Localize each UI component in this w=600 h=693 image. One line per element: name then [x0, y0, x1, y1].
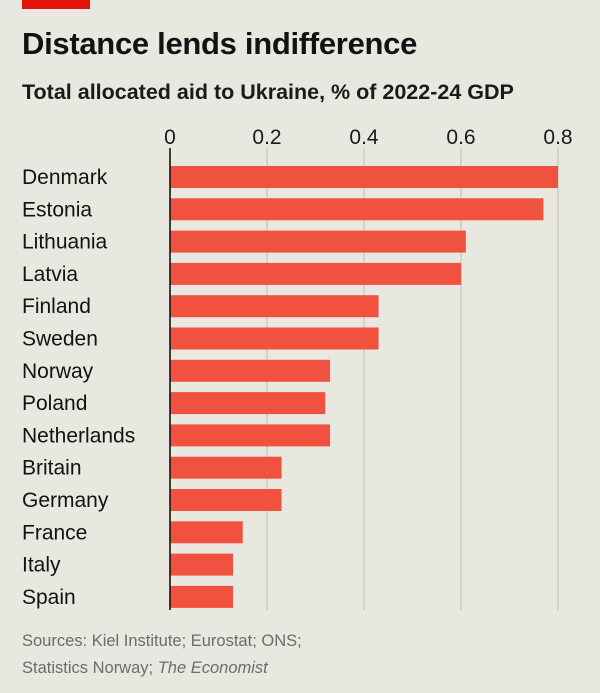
bar-denmark: [170, 166, 558, 188]
x-tick-label: 0.6: [446, 126, 475, 149]
x-tick-label: 0.8: [543, 126, 572, 149]
bar-britain: [170, 456, 282, 479]
bar-france: [170, 521, 243, 544]
chart-subtitle: Total allocated aid to Ukraine, % of 202…: [22, 80, 514, 104]
category-label-sweden: Sweden: [22, 328, 98, 351]
chart-footer: Sources: Kiel Institute; Eurostat; ONS; …: [22, 628, 302, 682]
bar-spain: [170, 585, 234, 608]
category-label-italy: Italy: [22, 554, 61, 577]
bar-poland: [170, 392, 326, 415]
bar-italy: [170, 553, 234, 576]
bar-lithuania: [170, 230, 466, 253]
bar-finland: [170, 295, 379, 318]
bar-norway: [170, 359, 331, 382]
category-label-latvia: Latvia: [22, 263, 78, 286]
category-label-germany: Germany: [22, 489, 109, 512]
category-label-denmark: Denmark: [22, 166, 108, 189]
chart-title: Distance lends indifference: [22, 26, 418, 61]
category-labels: Denmark Estonia Lithuania Latvia Finland Swed…: [22, 166, 135, 609]
category-label-estonia: Estonia: [22, 198, 92, 221]
category-label-britain: Britain: [22, 457, 82, 480]
bar-chart: 0 0.2 0.4 0.6 0.8 Denmark Estonia Lithuania Lat…: [22, 126, 573, 610]
x-tick-label: 0.4: [349, 126, 379, 149]
bar-sweden: [170, 327, 379, 350]
category-label-norway: Norway: [22, 360, 94, 383]
bar-germany: [170, 489, 282, 511]
bars: [170, 166, 558, 608]
x-axis-tick-labels: 0 0.2 0.4 0.6 0.8: [164, 126, 572, 149]
sources-text: Statistics Norway;: [22, 659, 158, 677]
category-label-lithuania: Lithuania: [22, 231, 108, 254]
category-label-france: France: [22, 521, 87, 544]
sources-line-1: Sources: Kiel Institute; Eurostat; ONS;: [22, 632, 302, 650]
category-label-spain: Spain: [22, 586, 76, 609]
category-label-poland: Poland: [22, 392, 87, 415]
category-label-netherlands: Netherlands: [22, 424, 135, 447]
bar-netherlands: [170, 424, 331, 447]
brand-accent-bar: [22, 0, 90, 9]
sources-line-2: Statistics Norway; The Economist: [22, 655, 302, 682]
bar-latvia: [170, 262, 461, 285]
x-tick-label: 0.2: [252, 126, 281, 149]
x-tick-label: 0: [164, 126, 176, 149]
bar-estonia: [170, 198, 544, 221]
sources-publication: The Economist: [157, 659, 268, 677]
category-label-finland: Finland: [22, 295, 91, 318]
